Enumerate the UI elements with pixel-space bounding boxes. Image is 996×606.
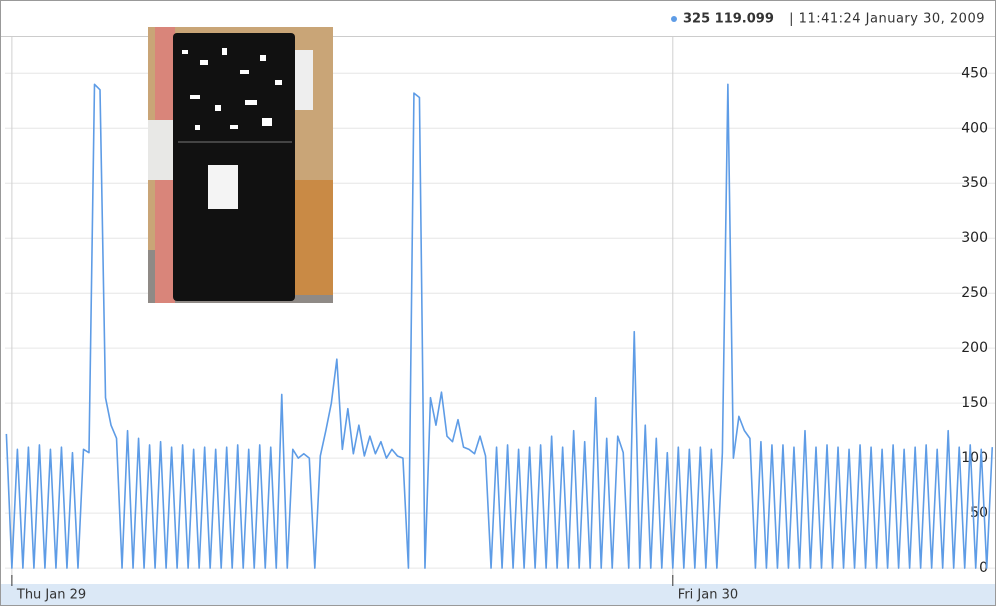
data-line	[5, 83, 994, 569]
readout-dot	[671, 16, 677, 22]
y-tick-label: 450	[961, 65, 988, 81]
readout-value: 325 119.099	[683, 12, 774, 27]
x-tick-label: Thu Jan 29	[16, 588, 86, 603]
y-tick-label: 300	[961, 230, 988, 246]
y-tick-label: 250	[961, 285, 988, 301]
y-tick-label: 400	[961, 120, 988, 136]
photo-cabinet	[295, 180, 333, 295]
y-tick-label: 100	[961, 450, 988, 466]
photo	[148, 27, 333, 303]
photo-note	[295, 50, 313, 110]
y-tick-label: 350	[961, 175, 988, 191]
y-tick-label: 0	[979, 560, 988, 576]
photo-printer	[148, 120, 173, 180]
y-tick-label: 150	[961, 395, 988, 411]
y-tick-label: 200	[961, 340, 988, 356]
readout-time: | 11:41:24 January 30, 2009	[789, 12, 985, 27]
x-tick-label: Fri Jan 30	[678, 588, 738, 603]
x-axis-band	[1, 584, 995, 605]
photo-magnets	[182, 48, 282, 209]
